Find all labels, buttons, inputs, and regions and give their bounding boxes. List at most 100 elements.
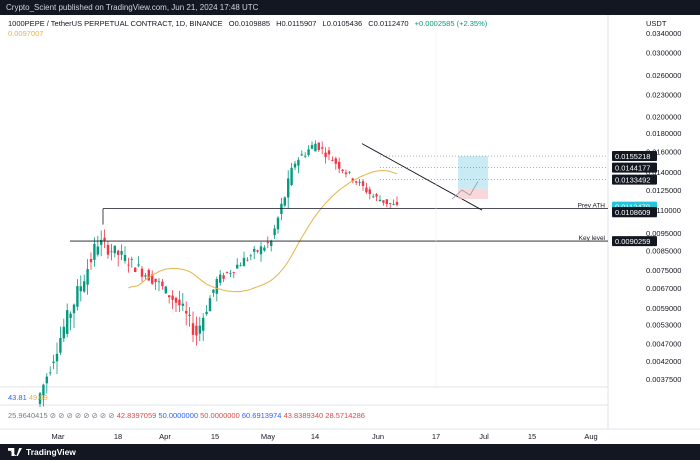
- candle-body: [110, 251, 113, 253]
- candle-body: [283, 197, 286, 206]
- candle-body: [93, 243, 96, 260]
- rsi-ma-value: 49.09: [28, 393, 48, 402]
- candle-body: [55, 353, 59, 362]
- osc-value-5: 43.8389340: [283, 411, 324, 420]
- candle-body: [222, 275, 225, 279]
- price-chart[interactable]: 0.0340000 0.0300000 0.0260000 0.0230000 0.02…: [0, 15, 700, 444]
- candle-body: [321, 147, 324, 149]
- currency-label[interactable]: USDT: [646, 19, 667, 28]
- ohlc-high: H0.0115907: [276, 19, 317, 28]
- y-tick-label: 0.0230000: [646, 90, 681, 99]
- candle-body: [106, 244, 110, 255]
- y-tick-label: 0.0042000: [646, 357, 681, 366]
- candle-body: [188, 314, 191, 316]
- stop-box: [458, 188, 488, 200]
- x-tick-label: 15: [211, 432, 219, 441]
- candle-body: [378, 199, 382, 202]
- candle-body: [147, 269, 150, 281]
- candle-body: [324, 152, 327, 158]
- candle-body: [161, 281, 164, 287]
- candle-body: [334, 158, 337, 164]
- price-label-box: [612, 151, 657, 162]
- candle-body: [195, 325, 198, 336]
- ohlc-close: C0.0112470: [368, 19, 409, 28]
- brand-name: TradingView: [26, 447, 76, 457]
- candle-body: [219, 274, 222, 283]
- candle-body: [137, 264, 140, 266]
- candle-body: [239, 265, 242, 267]
- candle-body: [382, 200, 385, 203]
- moving-average-line: [128, 170, 398, 293]
- price-label-text: 0.0090259: [615, 237, 650, 246]
- candle-body: [355, 181, 358, 183]
- candle-body: [171, 295, 174, 300]
- y-tick-label: 0.0047000: [646, 339, 681, 348]
- candle-body: [253, 248, 256, 252]
- y-tick-label: 0.0180000: [646, 129, 681, 138]
- candle-body: [202, 317, 205, 331]
- candle-body: [229, 272, 232, 274]
- candle-body: [365, 187, 368, 193]
- y-tick-label: 0.0200000: [646, 112, 681, 121]
- oscillator-legend: 25.9640415 ⊘ ⊘ ⊘ ⊘ ⊘ ⊘ ⊘ ⊘ 42.8397059 50…: [8, 411, 365, 420]
- candle-body: [62, 326, 65, 339]
- price-label-box: [612, 162, 657, 173]
- x-tick-label: 14: [311, 432, 319, 441]
- candle-body: [89, 259, 93, 263]
- candle-body: [314, 143, 317, 152]
- y-tick-label: 0.0053000: [646, 321, 681, 330]
- symbol-legend: 1000PEPE / TetherUS PERPETUAL CONTRACT, …: [8, 19, 487, 28]
- candle-body: [270, 240, 273, 246]
- candle-body: [130, 259, 133, 260]
- x-tick-label: Apr: [159, 432, 171, 441]
- candle-body: [372, 196, 375, 198]
- x-tick-label: 18: [114, 432, 122, 441]
- candle-body: [100, 239, 103, 245]
- ma-value: 0.0097007: [8, 29, 44, 38]
- y-tick-label: 0.0260000: [646, 71, 681, 80]
- candle-body: [310, 145, 314, 149]
- candle-body: [181, 303, 184, 306]
- osc-dots-icon: ⊘ ⊘ ⊘ ⊘ ⊘ ⊘ ⊘ ⊘: [49, 411, 115, 420]
- symbol-title[interactable]: 1000PEPE / TetherUS PERPETUAL CONTRACT, …: [8, 19, 223, 28]
- candle-body: [38, 393, 42, 404]
- candle-body: [341, 169, 344, 172]
- candle-body: [178, 299, 181, 306]
- x-tick-label: 15: [528, 432, 536, 441]
- candle-body: [212, 289, 215, 293]
- candle-body: [392, 204, 395, 205]
- candle-body: [293, 163, 297, 168]
- osc-value-3: 50.0000000: [200, 411, 240, 420]
- candle-body: [185, 310, 188, 314]
- candle-body: [140, 268, 144, 277]
- x-tick-label: Mar: [52, 432, 65, 441]
- candle-body: [154, 278, 157, 283]
- candle-body: [52, 361, 55, 364]
- candle-body: [198, 325, 201, 334]
- candle-body: [395, 202, 399, 205]
- candle-body: [348, 171, 351, 173]
- candle-body: [79, 286, 82, 292]
- candle-body: [351, 178, 354, 182]
- candle-body: [290, 167, 293, 185]
- candle-body: [273, 228, 276, 236]
- y-tick-label: 0.0059000: [646, 304, 681, 313]
- candle-body: [246, 259, 249, 261]
- candle-body: [103, 237, 106, 241]
- candle-body: [317, 142, 320, 150]
- candle-body: [307, 149, 310, 155]
- prev-ath-label: Prev ATH: [578, 203, 606, 210]
- candle-body: [276, 217, 280, 230]
- candle-body: [338, 161, 341, 169]
- candle-body: [225, 272, 229, 273]
- price-label-text: 0.0155218: [615, 152, 650, 161]
- candle-body: [344, 172, 348, 175]
- candle-body: [157, 281, 161, 283]
- candle-body: [123, 254, 127, 261]
- candle-body: [300, 154, 303, 156]
- key-level-label: Key level: [579, 235, 606, 242]
- candle-body: [151, 274, 154, 284]
- tradingview-logo[interactable]: TradingView: [8, 444, 76, 460]
- candle-body: [256, 250, 259, 252]
- candle-body: [375, 194, 378, 197]
